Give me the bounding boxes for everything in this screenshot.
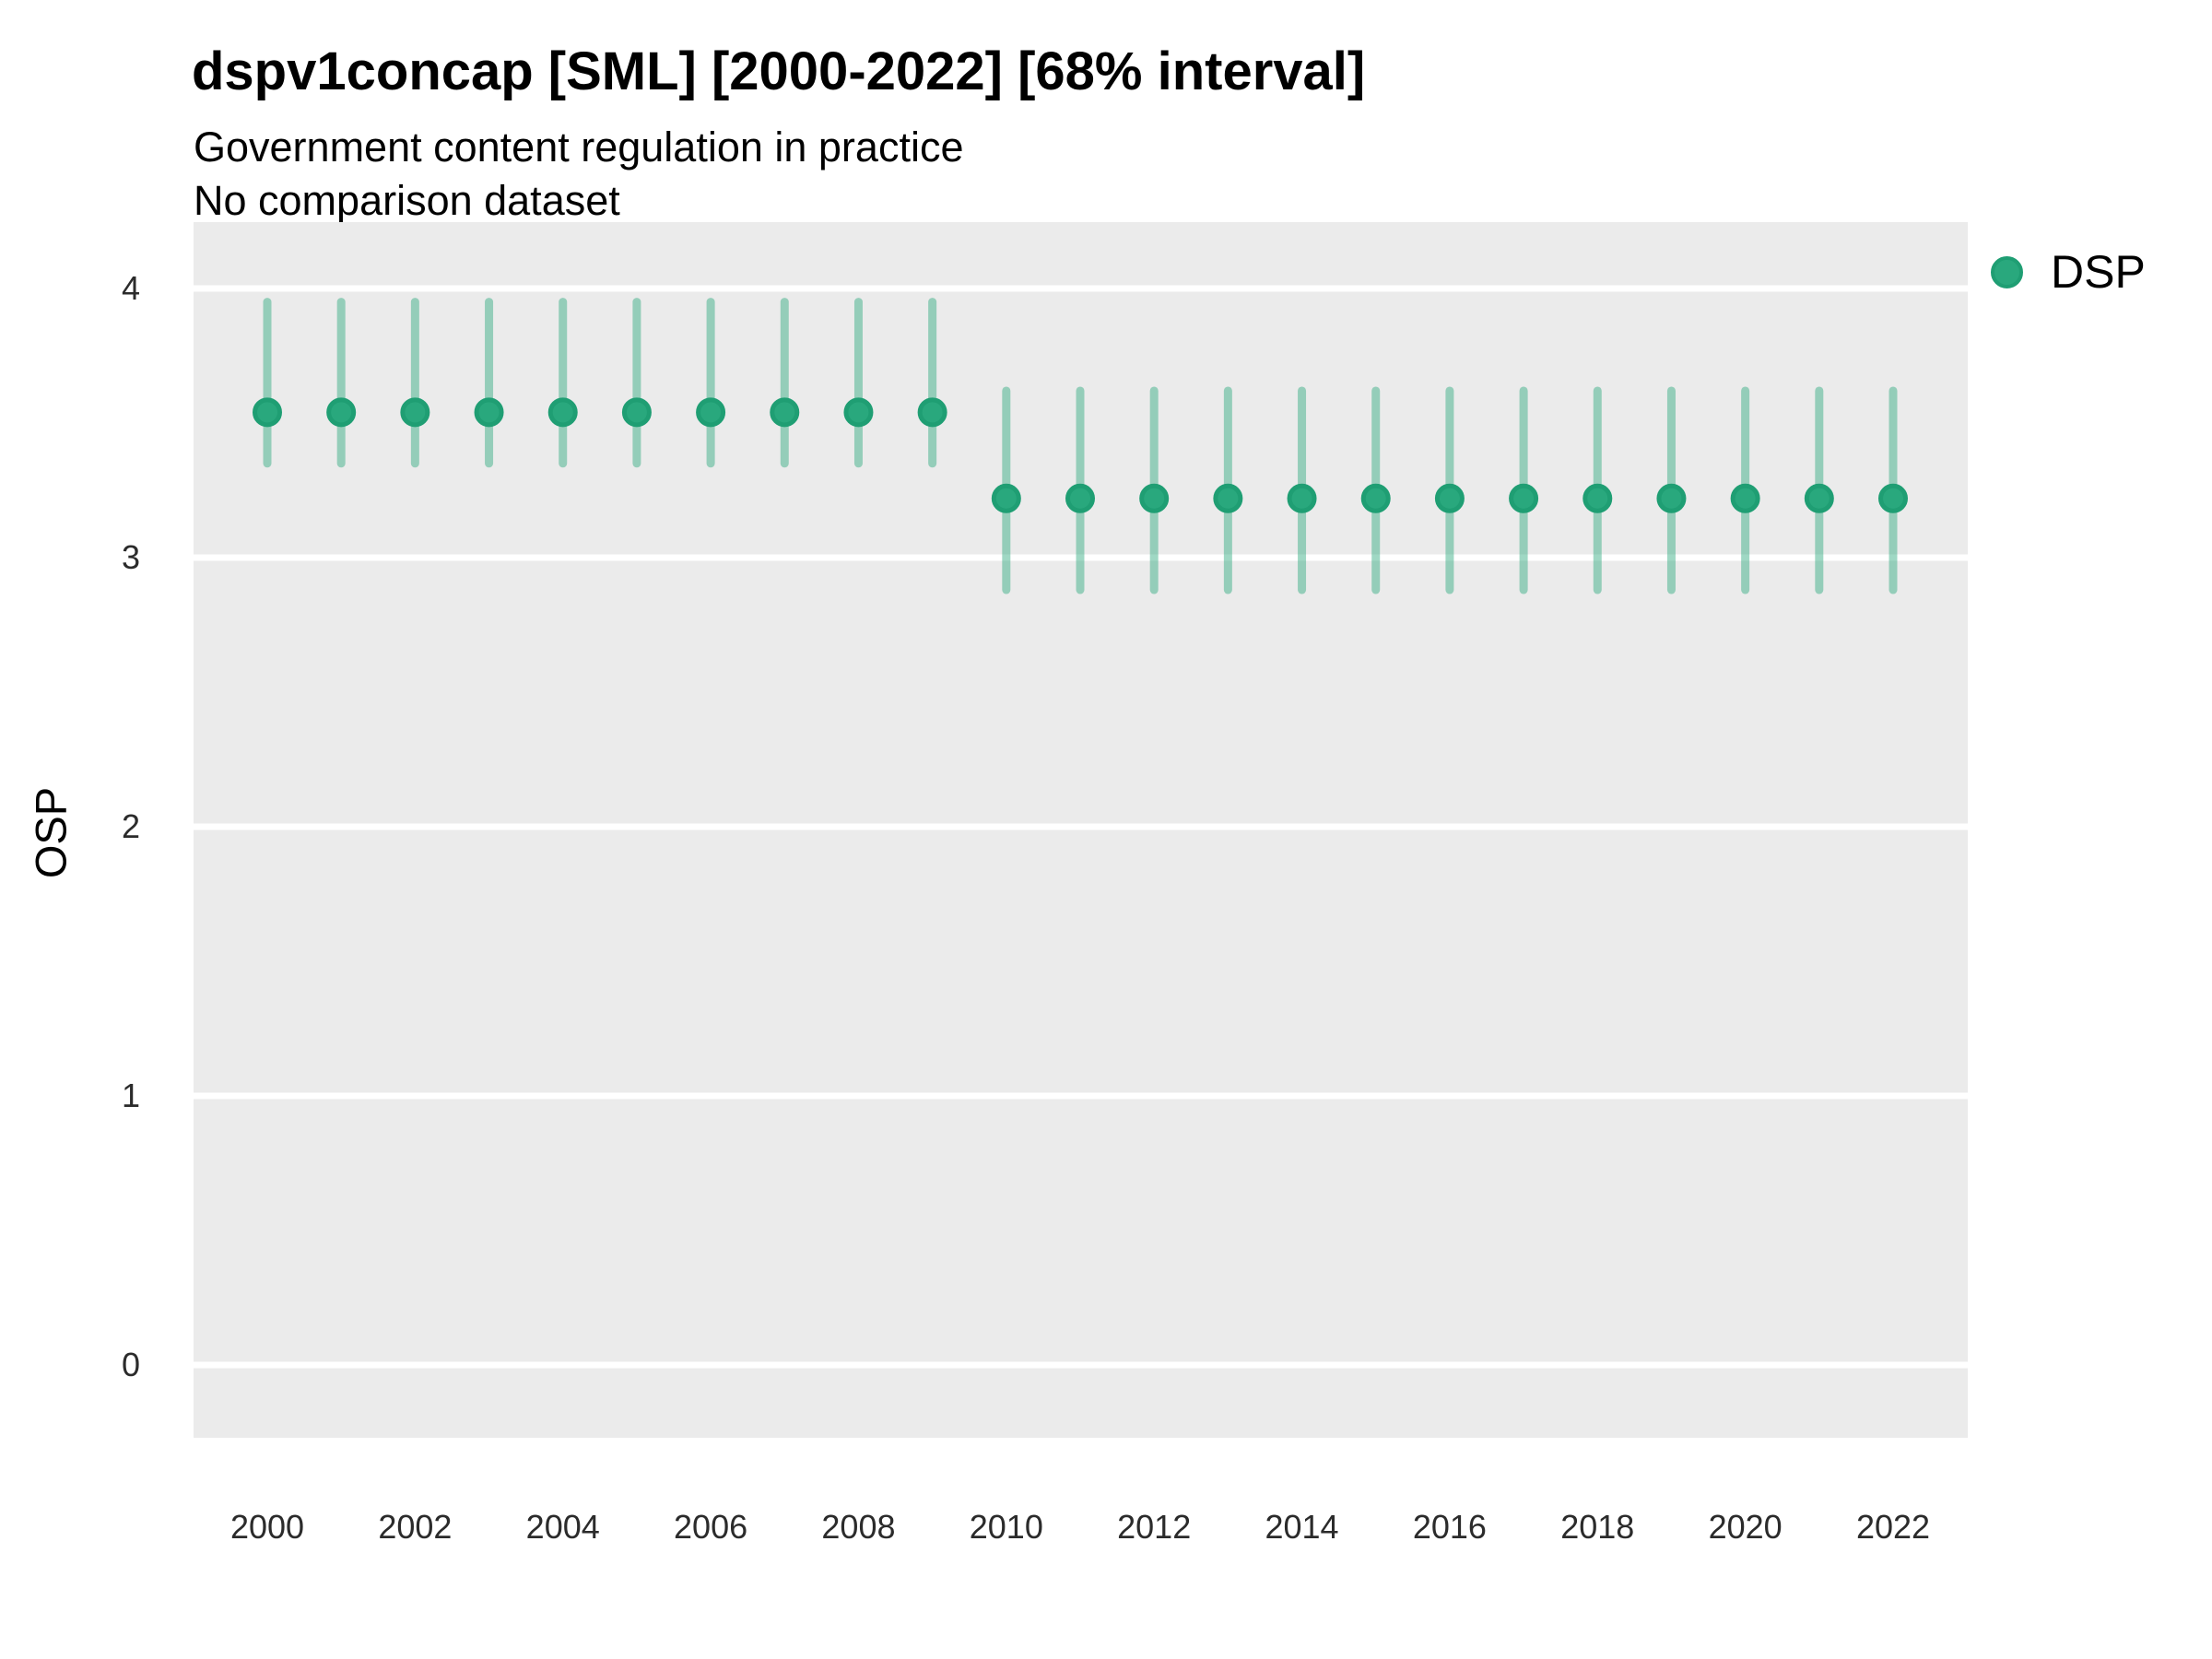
x-tick-label-2020: 2020 bbox=[1708, 1508, 1783, 1546]
data-point-2003 bbox=[474, 397, 504, 428]
data-point-2007 bbox=[770, 397, 800, 428]
legend: DSP bbox=[1991, 249, 2146, 295]
x-tick-label-2004: 2004 bbox=[525, 1508, 600, 1546]
x-tick-label-2006: 2006 bbox=[674, 1508, 748, 1546]
data-point-2021 bbox=[1804, 483, 1834, 513]
x-tick-label-2008: 2008 bbox=[821, 1508, 896, 1546]
legend-item-label: DSP bbox=[2051, 246, 2146, 298]
data-point-2004 bbox=[547, 397, 578, 428]
gridline-y-1 bbox=[194, 1092, 1968, 1100]
data-point-2005 bbox=[621, 397, 652, 428]
gridline-y-3 bbox=[194, 554, 1968, 561]
y-tick-label-2: 2 bbox=[121, 807, 140, 845]
data-point-2010 bbox=[991, 483, 1021, 513]
data-point-2008 bbox=[843, 397, 874, 428]
data-point-2006 bbox=[696, 397, 726, 428]
data-point-2001 bbox=[326, 397, 357, 428]
data-point-2012 bbox=[1139, 483, 1170, 513]
x-tick-label-2002: 2002 bbox=[378, 1508, 453, 1546]
data-point-2009 bbox=[917, 397, 947, 428]
chart-subtitle-line1: Government content regulation in practic… bbox=[194, 124, 964, 171]
x-tick-label-2016: 2016 bbox=[1412, 1508, 1487, 1546]
x-tick-label-2012: 2012 bbox=[1117, 1508, 1192, 1546]
y-tick-label-4: 4 bbox=[121, 269, 140, 307]
gridline-y-2 bbox=[194, 823, 1968, 830]
data-point-2014 bbox=[1287, 483, 1317, 513]
data-point-2020 bbox=[1730, 483, 1760, 513]
x-tick-label-2010: 2010 bbox=[969, 1508, 1043, 1546]
data-point-2017 bbox=[1509, 483, 1539, 513]
x-tick-label-2022: 2022 bbox=[1855, 1508, 1931, 1546]
gridline-y-4 bbox=[194, 285, 1968, 292]
legend-point-icon bbox=[1991, 255, 2023, 288]
y-tick-label-1: 1 bbox=[121, 1077, 140, 1114]
x-tick-label-2014: 2014 bbox=[1265, 1508, 1339, 1546]
x-tick-label-2018: 2018 bbox=[1560, 1508, 1635, 1546]
data-point-2022 bbox=[1878, 483, 1908, 513]
y-tick-label-0: 0 bbox=[121, 1346, 140, 1383]
page-title: dspv1concap [SML] [2000-2022] [68% inter… bbox=[192, 41, 1366, 101]
data-point-2013 bbox=[1213, 483, 1243, 513]
data-point-2018 bbox=[1583, 483, 1613, 513]
x-tick-label-2000: 2000 bbox=[229, 1508, 305, 1546]
gridline-y-0 bbox=[194, 1361, 1968, 1369]
chart-subtitle-line2: No comparison dataset bbox=[194, 177, 620, 224]
data-point-2011 bbox=[1065, 483, 1095, 513]
data-point-2000 bbox=[253, 397, 282, 428]
y-tick-label-3: 3 bbox=[121, 538, 140, 576]
data-point-2016 bbox=[1434, 483, 1465, 513]
data-point-2015 bbox=[1360, 483, 1391, 513]
data-point-2002 bbox=[400, 397, 430, 428]
data-point-2019 bbox=[1656, 483, 1687, 513]
